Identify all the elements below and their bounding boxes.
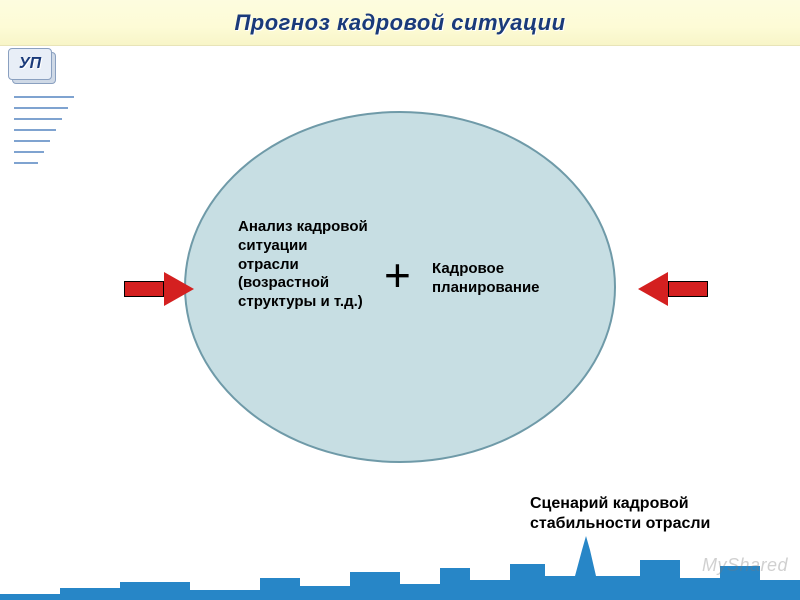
plus-sign: + — [384, 248, 411, 302]
skyline-decoration — [0, 520, 800, 600]
title-bar: Прогноз кадровой ситуации — [0, 0, 800, 46]
watermark: MyShared — [702, 555, 788, 576]
page-title: Прогноз кадровой ситуации — [234, 10, 565, 36]
left-label: Анализ кадровой ситуации отрасли (возрас… — [238, 218, 368, 312]
side-rule — [14, 96, 74, 173]
arrow-right-icon — [638, 272, 708, 306]
right-label: Кадровое планирование — [432, 260, 582, 298]
badge: УП — [8, 48, 54, 84]
arrow-left-icon — [124, 272, 194, 306]
badge-text: УП — [19, 55, 41, 73]
